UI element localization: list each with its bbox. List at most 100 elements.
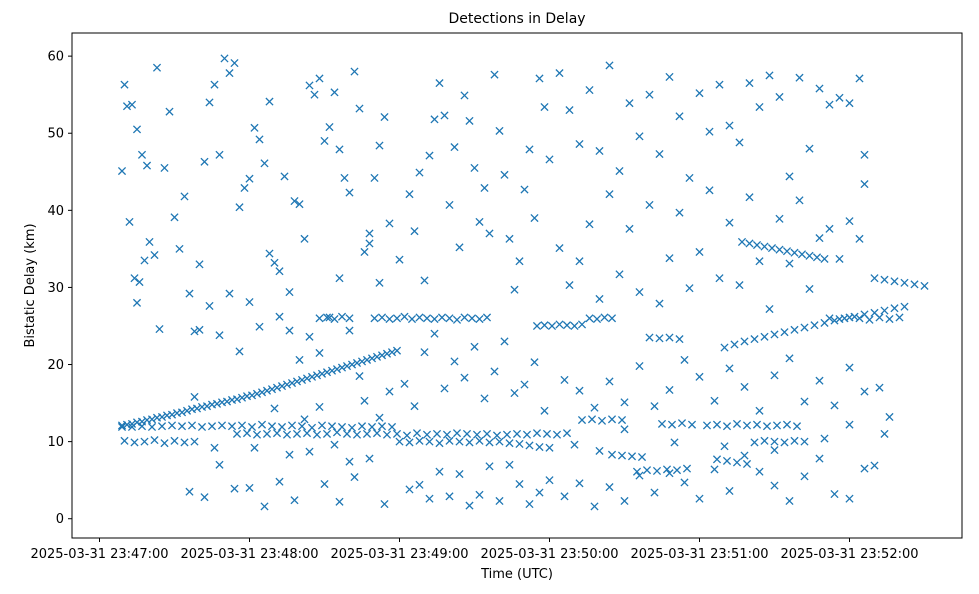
data-point: [770, 481, 779, 490]
data-point: [467, 314, 477, 323]
data-point: [485, 462, 494, 471]
data-point: [820, 434, 829, 443]
data-point: [770, 437, 779, 446]
data-point: [375, 278, 384, 287]
data-point: [372, 429, 382, 438]
data-point: [435, 79, 444, 88]
data-point: [420, 348, 429, 357]
data-point: [800, 472, 809, 481]
data-point: [127, 419, 137, 428]
data-point: [712, 420, 722, 429]
data-point: [385, 314, 394, 324]
data-point: [405, 485, 414, 494]
data-point: [835, 254, 844, 263]
data-point: [345, 188, 354, 197]
y-tick-label: 0: [56, 512, 64, 527]
y-tick-label: 40: [47, 204, 64, 219]
data-point: [815, 454, 824, 463]
data-point: [880, 429, 889, 438]
data-point: [260, 502, 269, 511]
data-point: [355, 104, 364, 113]
data-point: [170, 213, 179, 222]
data-point: [645, 333, 654, 342]
data-point: [605, 61, 614, 70]
data-point: [825, 224, 834, 233]
data-point: [215, 331, 224, 340]
data-point: [177, 422, 187, 431]
data-point: [800, 397, 809, 406]
data-point: [232, 395, 242, 404]
data-point: [365, 454, 374, 463]
data-point: [295, 200, 304, 209]
data-point: [710, 465, 719, 474]
data-point: [322, 429, 332, 438]
x-tick-label: 2025-03-31 23:49:00: [330, 547, 468, 562]
data-point: [730, 340, 739, 349]
data-point: [160, 439, 169, 448]
data-point: [250, 443, 259, 452]
data-point: [785, 259, 794, 268]
data-point: [200, 493, 209, 502]
data-point: [445, 200, 454, 209]
data-point: [180, 438, 189, 447]
data-point: [185, 487, 194, 496]
data-point: [675, 208, 684, 217]
data-point: [685, 284, 694, 293]
data-point: [190, 392, 199, 401]
data-point: [140, 437, 149, 446]
data-point: [245, 174, 254, 183]
data-point: [670, 438, 679, 447]
data-point: [577, 320, 587, 329]
x-axis: 2025-03-31 23:47:00 2025-03-31 23:48:00 20…: [30, 538, 919, 562]
data-point: [285, 287, 294, 297]
data-point: [590, 403, 599, 412]
data-point: [502, 430, 512, 439]
data-point: [167, 421, 177, 430]
data-point: [475, 436, 484, 445]
data-point: [785, 172, 794, 181]
data-point: [782, 247, 792, 256]
data-point: [720, 442, 729, 451]
data-point: [430, 314, 439, 324]
data-point: [545, 476, 554, 485]
data-point: [255, 135, 264, 144]
data-point: [325, 123, 334, 132]
data-point: [342, 429, 352, 438]
data-point: [732, 458, 742, 467]
data-point: [260, 159, 269, 168]
data-point: [302, 374, 312, 383]
data-point: [625, 99, 634, 108]
data-point: [760, 436, 769, 445]
data-point: [137, 422, 147, 431]
data-point: [177, 408, 187, 417]
data-point: [795, 73, 804, 82]
data-point: [760, 332, 769, 341]
data-point: [545, 443, 554, 452]
data-point: [885, 314, 894, 324]
data-point: [450, 357, 459, 366]
data-point: [245, 483, 254, 492]
data-point: [347, 360, 357, 369]
data-point: [117, 166, 127, 176]
data-point: [382, 430, 392, 439]
data-point: [272, 429, 282, 438]
data-point: [130, 438, 139, 447]
data-point: [845, 313, 854, 322]
data-point: [315, 314, 324, 323]
data-point: [815, 376, 824, 385]
data-point: [510, 388, 519, 398]
data-point: [490, 70, 499, 79]
data-point: [760, 242, 769, 251]
data-point: [665, 385, 674, 395]
data-points: [117, 54, 929, 511]
data-point: [157, 422, 167, 431]
data-point: [200, 157, 209, 166]
data-point: [430, 329, 439, 338]
data-point: [677, 419, 687, 428]
data-point: [575, 386, 584, 395]
data-point: [547, 321, 557, 331]
x-tick-label: 2025-03-31 23:47:00: [30, 547, 168, 562]
data-point: [175, 244, 184, 253]
data-point: [465, 501, 474, 510]
data-point: [297, 422, 307, 431]
